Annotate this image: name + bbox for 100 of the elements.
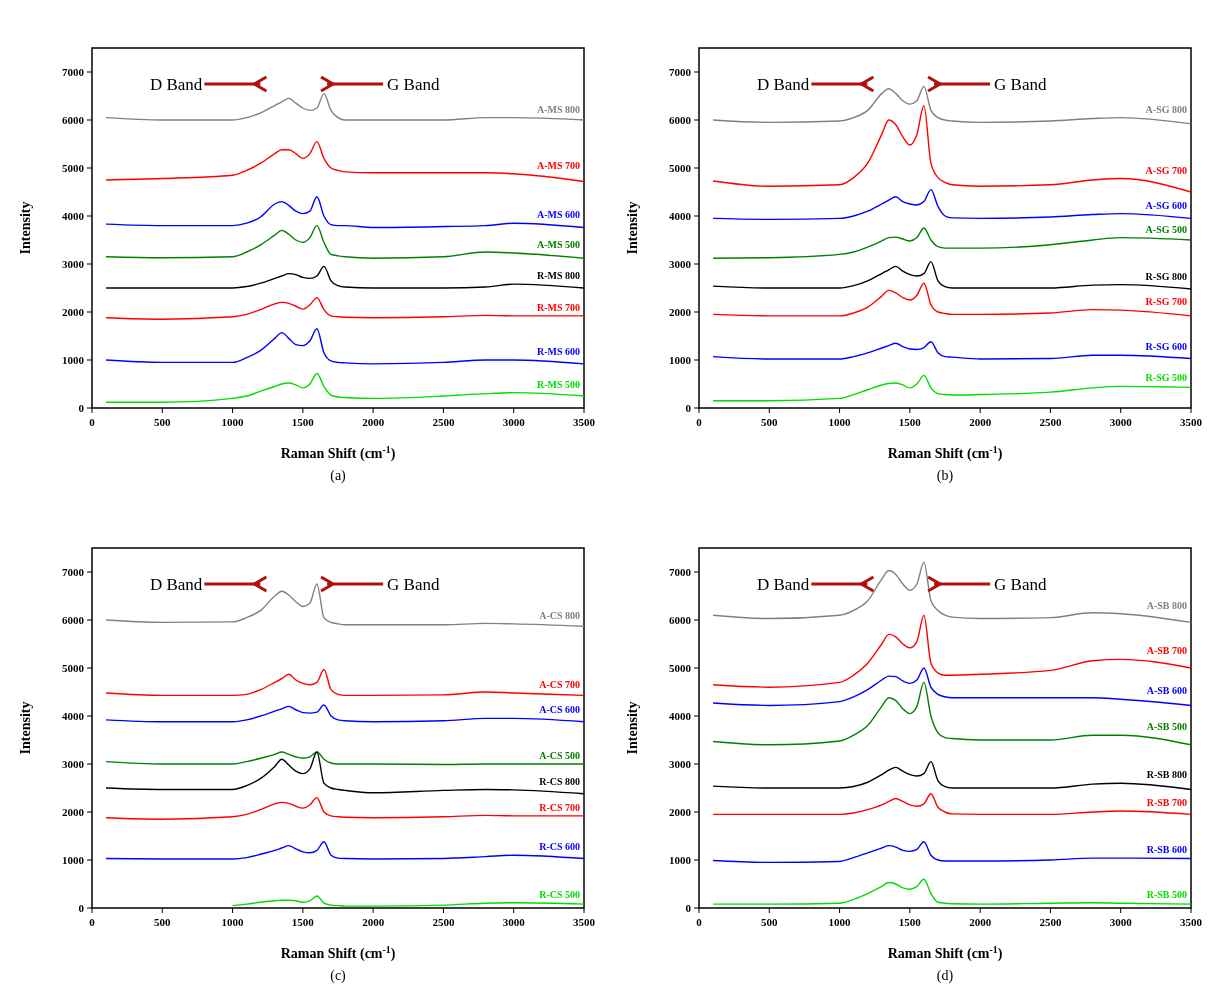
line-series <box>105 704 585 723</box>
x-axis-title: Raman Shift (cm$^{-1}$) <box>887 443 1003 462</box>
annotation: G Band <box>387 574 440 594</box>
x-tick-label: 2500 <box>432 416 455 428</box>
line-series <box>105 196 585 229</box>
x-tick-label: 500 <box>154 916 172 928</box>
series-label: R-SB 800 <box>1146 769 1187 781</box>
series-label: A-SB 800 <box>1146 599 1187 611</box>
y-axis-title: Intensity <box>625 701 640 755</box>
x-tick-label: 2000 <box>969 916 992 928</box>
annotation: D Band <box>756 574 810 594</box>
y-tick-label: 4000 <box>669 709 692 722</box>
y-tick-label: 6000 <box>62 113 85 126</box>
line-series <box>712 282 1192 317</box>
series-label: R-CS 500 <box>539 888 580 900</box>
line-series <box>712 374 1192 402</box>
x-tick-label: 1500 <box>291 916 315 928</box>
annotation: G Band <box>994 74 1047 94</box>
line-series <box>712 681 1192 746</box>
x-tick-label: 2000 <box>362 916 385 928</box>
x-tick-label: 3000 <box>1109 916 1133 928</box>
series-label: R-SG 800 <box>1145 270 1187 282</box>
line-series <box>712 561 1192 624</box>
y-tick-label: 6000 <box>669 113 692 126</box>
line-series <box>712 841 1192 864</box>
series-label: R-MS 500 <box>536 378 580 390</box>
y-tick-label: 7000 <box>62 65 85 78</box>
line-series <box>105 372 585 403</box>
line-series <box>712 341 1192 360</box>
line-series <box>105 796 585 820</box>
line-series <box>712 878 1192 905</box>
series-label: R-MS 600 <box>536 346 580 357</box>
y-tick-label: 0 <box>685 901 692 914</box>
y-tick-label: 1000 <box>62 353 85 366</box>
x-tick-label: 500 <box>154 416 172 428</box>
series-label: A-SG 700 <box>1145 164 1187 176</box>
x-tick-label: 500 <box>761 916 779 928</box>
series-label: A-SB 500 <box>1146 721 1187 733</box>
x-tick-label: 1500 <box>291 416 315 428</box>
y-tick-label: 4000 <box>669 209 692 222</box>
text: (c) <box>330 968 347 984</box>
series-label: R-SB 700 <box>1146 797 1187 809</box>
y-tick-label: 5000 <box>669 661 692 674</box>
x-tick-label: 500 <box>761 416 779 428</box>
y-tick-label: 4000 <box>62 709 85 722</box>
y-tick-label: 2000 <box>62 305 85 318</box>
x-tick-label: 3500 <box>573 416 596 428</box>
line-series <box>105 328 585 365</box>
y-tick-label: 7000 <box>669 65 692 78</box>
y-tick-label: 5000 <box>669 161 692 174</box>
y-tick-label: 2000 <box>669 305 692 318</box>
series-label: A-CS 700 <box>539 678 580 690</box>
x-tick-label: 3500 <box>573 916 596 928</box>
x-tick-label: 3500 <box>1180 416 1203 428</box>
line-series <box>105 224 585 259</box>
line-series <box>712 793 1192 816</box>
line-series <box>712 614 1192 688</box>
series-label: A-SG 600 <box>1145 199 1187 211</box>
series-label: R-SB 500 <box>1146 889 1187 901</box>
y-tick-label: 3000 <box>669 257 692 270</box>
x-tick-label: 3000 <box>1109 416 1133 428</box>
annotation: D Band <box>756 74 810 94</box>
x-tick-label: 2500 <box>1039 916 1062 928</box>
series-label: R-CS 800 <box>539 775 580 787</box>
series-label: A-SG 800 <box>1145 103 1187 115</box>
x-tick-label: 1000 <box>828 416 852 428</box>
x-tick-label: 2000 <box>969 416 992 428</box>
series-label: A-CS 500 <box>539 750 580 761</box>
series-label: A-MS 800 <box>536 103 580 115</box>
annotation: G Band <box>387 74 440 94</box>
x-tick-label: 2000 <box>362 416 385 428</box>
series-label: A-CS 600 <box>539 704 580 716</box>
y-tick-label: 2000 <box>62 805 85 818</box>
series-label: R-SG 600 <box>1145 341 1187 353</box>
x-tick-label: 0 <box>696 916 703 928</box>
line-series <box>105 841 585 860</box>
y-tick-label: 0 <box>78 401 85 414</box>
x-axis-title: Raman Shift (cm$^{-1}$) <box>280 443 396 462</box>
series-label: A-MS 500 <box>536 238 580 250</box>
y-tick-label: 2000 <box>669 805 692 818</box>
line-series <box>712 227 1192 259</box>
x-axis-title: Raman Shift (cm$^{-1}$) <box>887 943 1003 962</box>
series-label: R-SG 700 <box>1145 296 1187 308</box>
line-series <box>712 188 1192 221</box>
line-series <box>105 668 585 697</box>
x-tick-label: 3000 <box>502 916 526 928</box>
series-label: A-SB 600 <box>1146 685 1187 697</box>
series-label: R-SB 600 <box>1146 844 1187 856</box>
x-axis-title: Raman Shift (cm$^{-1}$) <box>280 943 396 962</box>
series-label: A-SB 700 <box>1146 645 1187 657</box>
line-series <box>105 751 585 766</box>
x-tick-label: 0 <box>696 416 703 428</box>
annotation: D Band <box>149 574 203 594</box>
y-tick-label: 3000 <box>669 757 692 770</box>
series-label: R-CS 700 <box>539 801 580 813</box>
x-tick-label: 0 <box>89 416 96 428</box>
y-tick-label: 3000 <box>62 257 85 270</box>
y-axis-title: Intensity <box>18 701 33 755</box>
y-tick-label: 0 <box>685 401 692 414</box>
series-label: A-CS 800 <box>539 609 580 621</box>
